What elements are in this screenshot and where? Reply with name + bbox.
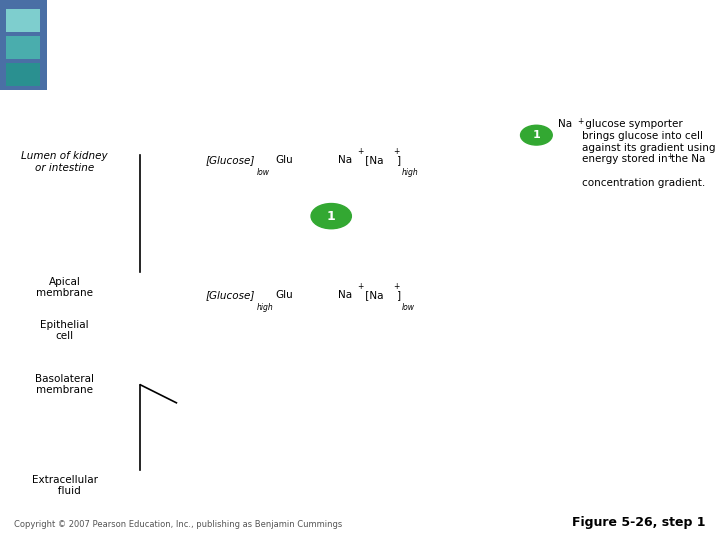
Text: Basolateral
membrane: Basolateral membrane — [35, 374, 94, 395]
Text: 1: 1 — [533, 130, 540, 140]
Text: ]: ] — [397, 155, 402, 165]
Circle shape — [311, 204, 351, 229]
Text: [Glucose]: [Glucose] — [205, 290, 255, 300]
Text: Glu: Glu — [276, 290, 293, 300]
Text: Extracellular
   fluid: Extracellular fluid — [32, 475, 98, 496]
Text: ]: ] — [397, 290, 402, 300]
Text: Na: Na — [338, 290, 353, 300]
Text: Figure 5-26, step 1: Figure 5-26, step 1 — [572, 516, 706, 529]
Text: low: low — [402, 303, 415, 312]
Text: Epithelial
cell: Epithelial cell — [40, 320, 89, 341]
Text: Na: Na — [338, 155, 353, 165]
Bar — [0, 0, 47, 90]
Text: concentration gradient.: concentration gradient. — [582, 154, 705, 188]
Text: Copyright © 2007 Pearson Education, Inc., publishing as Benjamin Cummings: Copyright © 2007 Pearson Education, Inc.… — [14, 520, 343, 529]
Text: Apical
membrane: Apical membrane — [36, 277, 94, 299]
Text: glucose symporter
brings glucose into cell
against its gradient using
energy sto: glucose symporter brings glucose into ce… — [582, 119, 715, 164]
Bar — [6, 36, 40, 59]
Text: Na: Na — [558, 119, 572, 130]
Text: +: + — [393, 282, 400, 291]
Bar — [6, 9, 40, 31]
Text: low: low — [257, 168, 270, 177]
Text: +: + — [582, 152, 674, 161]
Text: Glu: Glu — [276, 155, 293, 165]
Text: [Na: [Na — [362, 290, 384, 300]
Text: [Na: [Na — [362, 155, 384, 165]
Text: high: high — [257, 303, 274, 312]
Bar — [6, 63, 40, 86]
Text: Lumen of kidney
or intestine: Lumen of kidney or intestine — [22, 151, 108, 172]
Text: +: + — [393, 147, 400, 156]
Text: +: + — [357, 147, 364, 156]
Text: 1: 1 — [327, 210, 336, 222]
Circle shape — [521, 125, 552, 145]
Text: +: + — [577, 117, 583, 126]
Text: [Glucose]: [Glucose] — [205, 155, 255, 165]
Text: high: high — [402, 168, 418, 177]
Text: +: + — [357, 282, 364, 291]
Text: Transepithelial Transport of Glucose: Transepithelial Transport of Glucose — [54, 33, 564, 57]
